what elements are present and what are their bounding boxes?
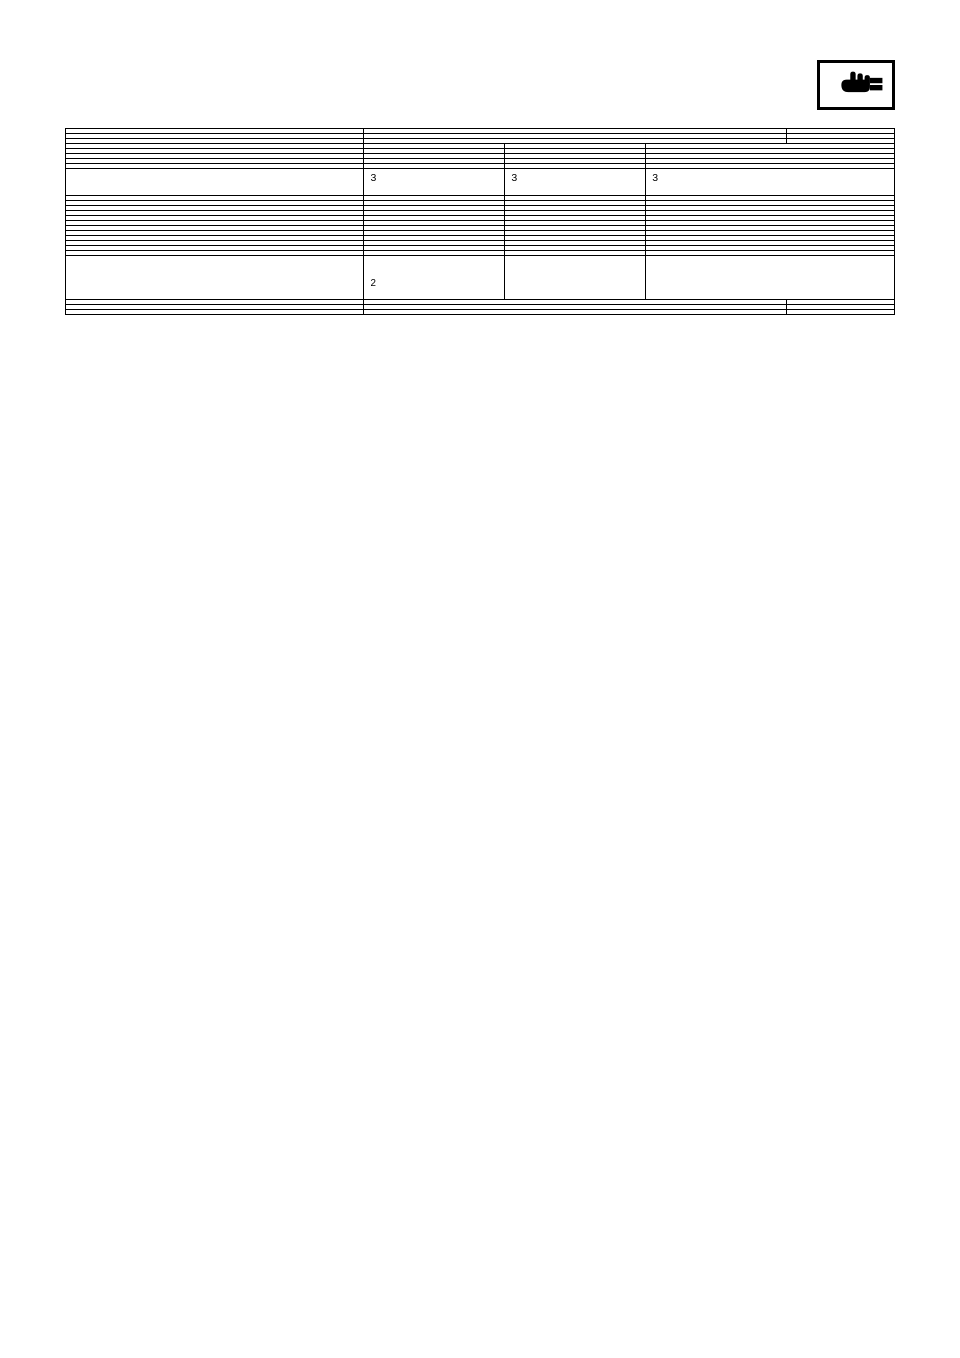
front-oilcap-usa: 3 xyxy=(364,169,505,196)
front-oilcap-eu: 3 xyxy=(505,169,646,196)
hand-icon xyxy=(836,63,892,107)
swingarm-end-limit xyxy=(787,309,895,314)
rear-gas-eu xyxy=(505,256,646,299)
swingarm-end-std xyxy=(364,309,787,314)
spec-box xyxy=(817,60,895,110)
spec-table: 3 3 3 xyxy=(65,128,895,315)
front-oilcap-aus: 3 xyxy=(646,169,895,196)
rear-gas-aus xyxy=(646,256,895,299)
page-header xyxy=(65,60,895,110)
rear-gas-usa: 2 xyxy=(364,256,505,299)
header-title xyxy=(805,77,817,93)
